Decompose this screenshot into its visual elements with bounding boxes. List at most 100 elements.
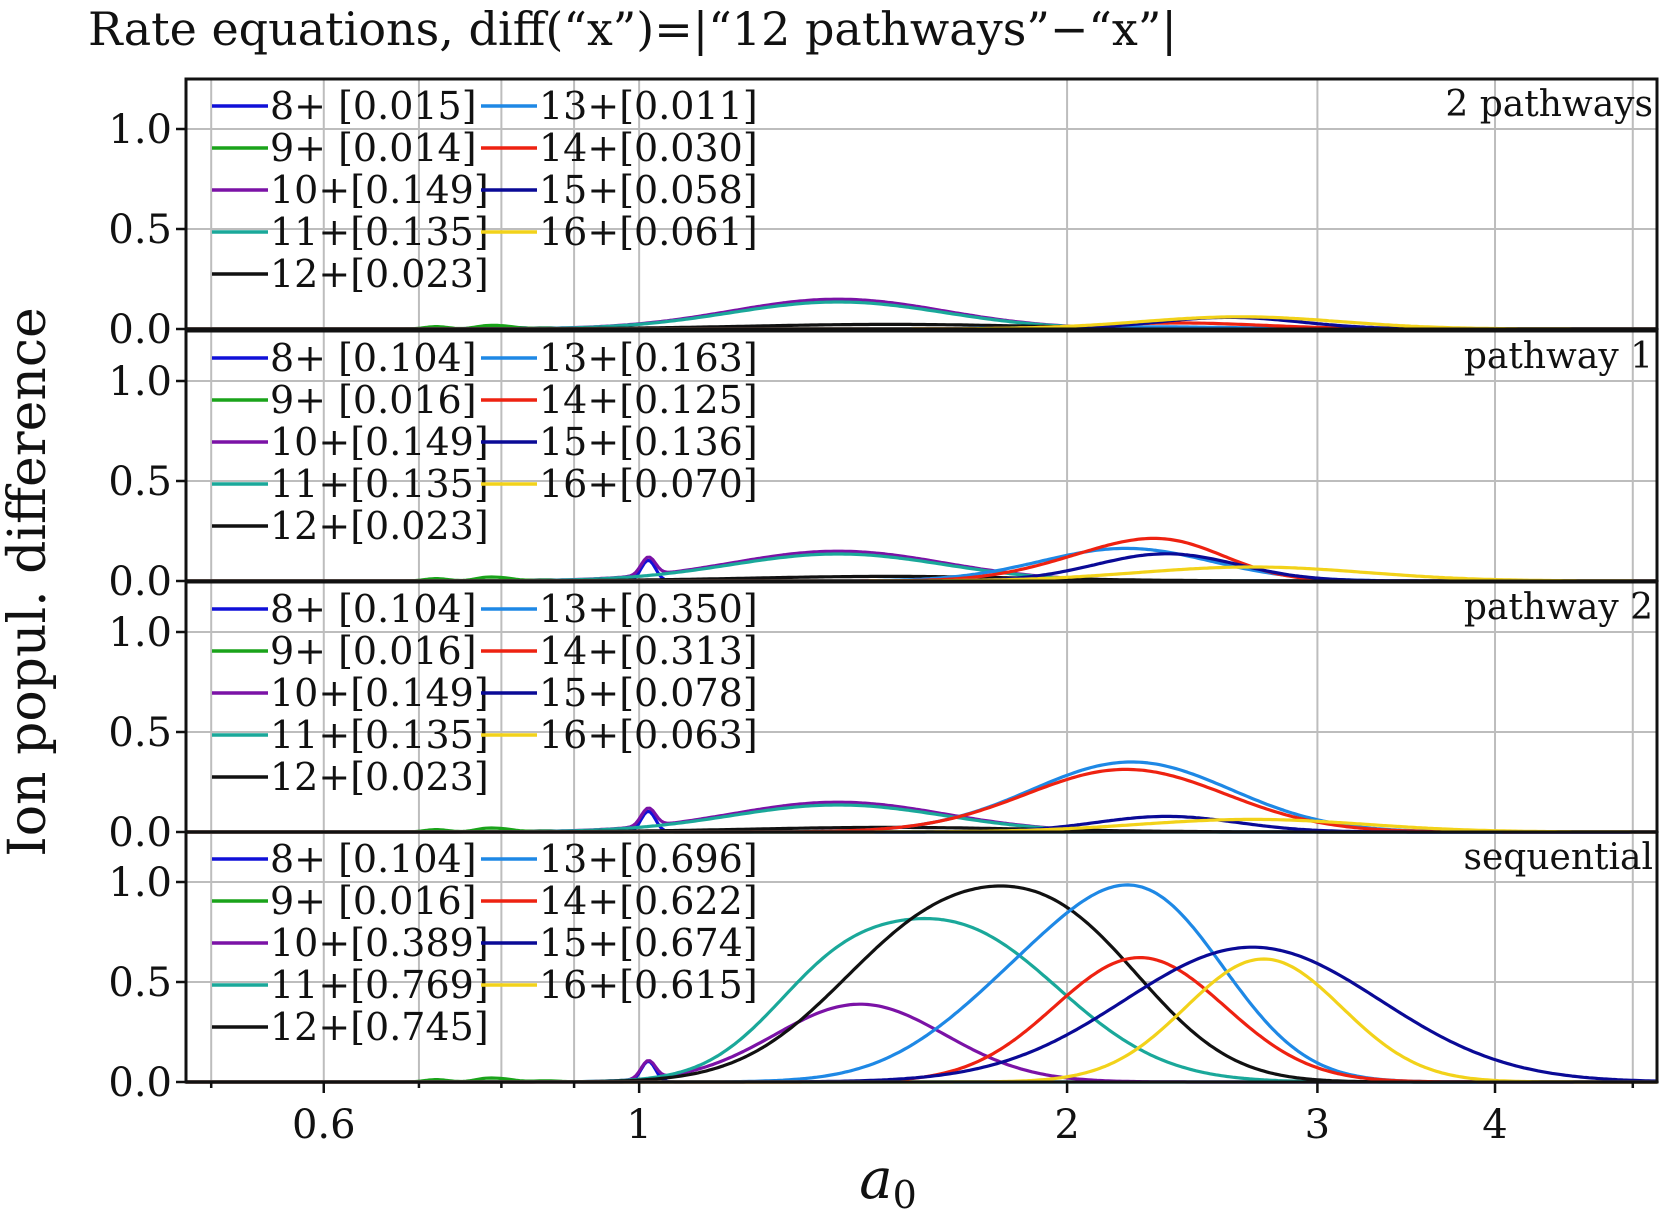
legend-entry: 10+[0.149] xyxy=(212,168,489,212)
legend-entry: 8+ [0.104] xyxy=(212,587,477,631)
legend-max-value: [0.104] xyxy=(338,336,476,380)
legend-entry: 12+[0.745] xyxy=(212,1005,489,1049)
legend-entry: 12+[0.023] xyxy=(212,755,489,799)
legend-max-value: [0.023] xyxy=(350,755,488,799)
legend-ion: 10+ xyxy=(270,671,350,715)
legend-entry: 15+[0.674] xyxy=(481,921,758,965)
legend-label: 9+ [0.016] xyxy=(270,629,477,673)
legend-max-value: [0.030] xyxy=(619,126,757,170)
legend-label: 15+[0.136] xyxy=(539,420,758,464)
legend-label: 9+ [0.014] xyxy=(270,126,477,170)
legend-max-value: [0.149] xyxy=(350,420,488,464)
legend-ion: 15+ xyxy=(539,921,619,965)
legend-entry: 11+[0.769] xyxy=(212,963,489,1007)
legend-label: 15+[0.078] xyxy=(539,671,758,715)
legend-max-value: [0.136] xyxy=(619,420,757,464)
legend-label: 9+ [0.016] xyxy=(270,879,477,923)
legend-entry: 10+[0.389] xyxy=(212,921,489,965)
legend-entry: 9+ [0.016] xyxy=(212,629,477,673)
legend-label: 9+ [0.016] xyxy=(270,378,477,422)
legend-label: 16+[0.061] xyxy=(539,210,758,254)
legend-entry: 15+[0.058] xyxy=(481,168,758,212)
legend-entry: 11+[0.135] xyxy=(212,713,489,757)
x-axis-label-main: a xyxy=(859,1147,892,1212)
legend-label: 14+[0.313] xyxy=(539,629,758,673)
legend-max-value: [0.104] xyxy=(338,837,476,881)
panel-label: pathway 2 xyxy=(1464,587,1653,628)
x-tick-label: 1 xyxy=(626,1102,651,1148)
legend-ion: 10+ xyxy=(270,420,350,464)
x-tick-label: 2 xyxy=(1054,1102,1079,1148)
legend-ion: 12+ xyxy=(270,504,350,548)
legend-max-value: [0.014] xyxy=(338,126,476,170)
legend-entry: 11+[0.135] xyxy=(212,210,489,254)
x-axis-label: a0 xyxy=(859,1147,917,1212)
legend-ion: 10+ xyxy=(270,921,350,965)
legend-ion: 16+ xyxy=(539,462,619,506)
y-tick-label: 0.0 xyxy=(108,307,172,353)
legend-ion: 13+ xyxy=(539,336,619,380)
legend-max-value: [0.622] xyxy=(619,879,757,923)
chart-title: Rate equations, diff(“x”)=|“12 pathways”… xyxy=(88,2,1177,56)
panel-frame xyxy=(184,830,1659,1084)
legend-ion: 8+ xyxy=(270,587,338,631)
legend-ion: 10+ xyxy=(270,168,350,212)
legend-ion: 9+ xyxy=(270,629,338,673)
legend-ion: 16+ xyxy=(539,210,619,254)
y-tick-label: 0.5 xyxy=(108,710,172,756)
legend-max-value: [0.149] xyxy=(350,168,488,212)
legend-entry: 14+[0.313] xyxy=(481,629,758,673)
y-tick-label: 1.0 xyxy=(108,359,172,405)
legend-label: 10+[0.149] xyxy=(270,168,489,212)
legend-entry: 14+[0.622] xyxy=(481,879,758,923)
legend-label: 10+[0.389] xyxy=(270,921,489,965)
legend-ion: 9+ xyxy=(270,126,338,170)
legend-ion: 9+ xyxy=(270,879,338,923)
legend-label: 16+[0.063] xyxy=(539,713,758,757)
legend-label: 14+[0.622] xyxy=(539,879,758,923)
y-tick-label: 1.0 xyxy=(108,107,172,153)
y-tick-label: 0.0 xyxy=(108,1060,172,1106)
legend-label: 15+[0.058] xyxy=(539,168,758,212)
legend-label: 8+ [0.104] xyxy=(270,336,477,380)
legend-ion: 16+ xyxy=(539,713,619,757)
legend-max-value: [0.696] xyxy=(619,837,757,881)
legend-ion: 16+ xyxy=(539,963,619,1007)
legend-ion: 8+ xyxy=(270,837,338,881)
legend-max-value: [0.135] xyxy=(350,462,488,506)
legend-label: 12+[0.023] xyxy=(270,755,489,799)
y-tick-label: 1.0 xyxy=(108,610,172,656)
legend-entry: 10+[0.149] xyxy=(212,671,489,715)
legend-label: 13+[0.011] xyxy=(539,84,758,128)
legend-entry: 9+ [0.014] xyxy=(212,126,477,170)
legend-entry: 16+[0.063] xyxy=(481,713,758,757)
legend-label: 8+ [0.104] xyxy=(270,587,477,631)
legend-entry: 15+[0.136] xyxy=(481,420,758,464)
legend-max-value: [0.125] xyxy=(619,378,757,422)
legend-entry: 13+[0.011] xyxy=(481,84,758,128)
legend-max-value: [0.389] xyxy=(350,921,488,965)
panel-frame xyxy=(184,77,1659,331)
legend-entry: 11+[0.135] xyxy=(212,462,489,506)
legend-max-value: [0.104] xyxy=(338,587,476,631)
legend-ion: 12+ xyxy=(270,1005,350,1049)
legend-label: 14+[0.125] xyxy=(539,378,758,422)
legend-label: 13+[0.696] xyxy=(539,837,758,881)
legend-ion: 15+ xyxy=(539,168,619,212)
legend-max-value: [0.350] xyxy=(619,587,757,631)
legend-label: 11+[0.135] xyxy=(270,462,489,506)
legend-ion: 15+ xyxy=(539,420,619,464)
legend-ion: 8+ xyxy=(270,336,338,380)
legend-layer: 8+ [0.015]9+ [0.014]10+[0.149]11+[0.135]… xyxy=(212,84,758,1049)
legend-entry: 13+[0.163] xyxy=(481,336,758,380)
legend-max-value: [0.063] xyxy=(619,713,757,757)
legend-entry: 8+ [0.104] xyxy=(212,336,477,380)
legend-entry: 10+[0.149] xyxy=(212,420,489,464)
legend-max-value: [0.078] xyxy=(619,671,757,715)
legend-label: 10+[0.149] xyxy=(270,671,489,715)
legend-entry: 16+[0.070] xyxy=(481,462,758,506)
legend-label: 11+[0.769] xyxy=(270,963,489,1007)
legend-entry: 8+ [0.015] xyxy=(212,84,477,128)
legend-entry: 12+[0.023] xyxy=(212,504,489,548)
